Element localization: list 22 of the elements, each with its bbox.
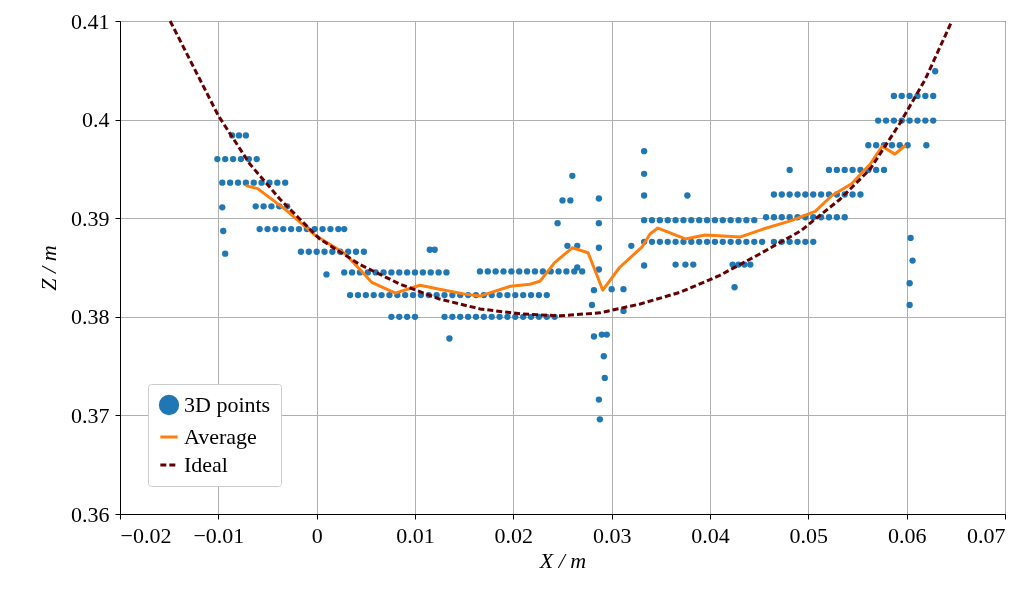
x-tick-label: −0.02	[120, 522, 172, 548]
y-tick-label: 0.36	[71, 501, 110, 527]
line-series	[168, 19, 954, 318]
legend-label: Ideal	[184, 452, 228, 477]
legend-label: Average	[184, 424, 257, 449]
legend-label: 3D points	[184, 392, 271, 417]
x-tick-label: 0.07	[967, 522, 1006, 548]
x-tick-label: 0.01	[396, 522, 435, 548]
y-tick-label: 0.37	[71, 402, 110, 428]
y-tick-label: 0.41	[71, 8, 110, 34]
y-tick-label: 0.39	[71, 205, 110, 231]
x-tick-label: −0.01	[193, 522, 245, 548]
x-tick-label: 0.02	[494, 522, 534, 548]
x-tick-label: 0	[311, 522, 323, 548]
x-axis-title: X / m	[538, 547, 587, 573]
y-tick-label: 0.38	[71, 304, 110, 330]
y-axis-title: Z / m	[36, 245, 61, 291]
x-tick-label: 0.03	[592, 522, 632, 548]
y-tick-label: 0.4	[82, 107, 110, 133]
x-tick-label: 0.06	[887, 522, 927, 548]
x-tick-label: 0.04	[691, 522, 730, 548]
x-tick-label: 0.05	[789, 522, 829, 548]
